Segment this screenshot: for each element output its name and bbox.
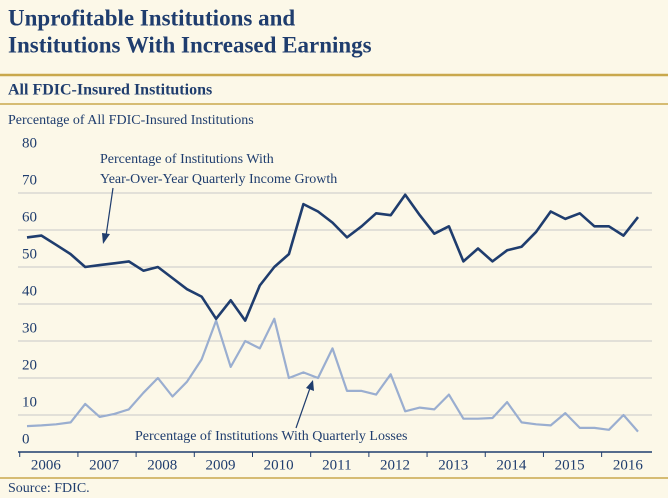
x-tick-label: 2008: [147, 457, 177, 473]
x-tick-label: 2014: [496, 457, 527, 473]
x-tick-label: 2006: [31, 457, 62, 473]
y-tick-label: 30: [22, 320, 37, 336]
x-tick-label: 2015: [555, 457, 585, 473]
x-tick-label: 2012: [380, 457, 410, 473]
plot: 0 10 20 30 40 50 60 70 80 2006 2007 2008 2009 2010 201…: [18, 135, 652, 473]
arrow: [295, 387, 311, 429]
chart-title: Unprofitable Institutions and: [8, 5, 295, 30]
annotation: Percentage of Institutions With Quarterl…: [135, 429, 408, 444]
y-tick-label: 40: [22, 283, 37, 299]
arrowhead: [306, 380, 314, 391]
x-tick-label: 2011: [322, 457, 351, 473]
x-tick-label: 2007: [89, 457, 120, 473]
y-tick-label: 20: [22, 357, 37, 373]
y-axis-label: Percentage of All FDIC-Insured Instituti…: [8, 113, 254, 128]
x-tick-label: 2009: [205, 457, 235, 473]
x-tick-label: 2010: [264, 457, 294, 473]
y-tick-label: 80: [22, 135, 37, 151]
source: Source: FDIC.: [8, 481, 90, 496]
y-tick-label: 60: [22, 209, 37, 225]
y-tick-label: 10: [22, 394, 37, 410]
subtitle: All FDIC-Insured Institutions: [8, 82, 212, 99]
y-tick-label: 70: [22, 172, 37, 188]
annotation: Year-Over-Year Quarterly Income Growth: [100, 172, 337, 187]
series-line: [26, 317, 639, 433]
annotation: Percentage of Institutions With: [100, 152, 274, 167]
arrow: [105, 187, 114, 237]
chart-title: Institutions With Increased Earnings: [8, 32, 372, 57]
x-tick-label: 2013: [438, 457, 468, 473]
series-line: [26, 193, 640, 322]
arrowhead: [102, 233, 110, 244]
y-tick-label: 50: [22, 246, 37, 262]
y-tick-label: 0: [22, 431, 30, 447]
x-tick-label: 2016: [613, 457, 644, 473]
